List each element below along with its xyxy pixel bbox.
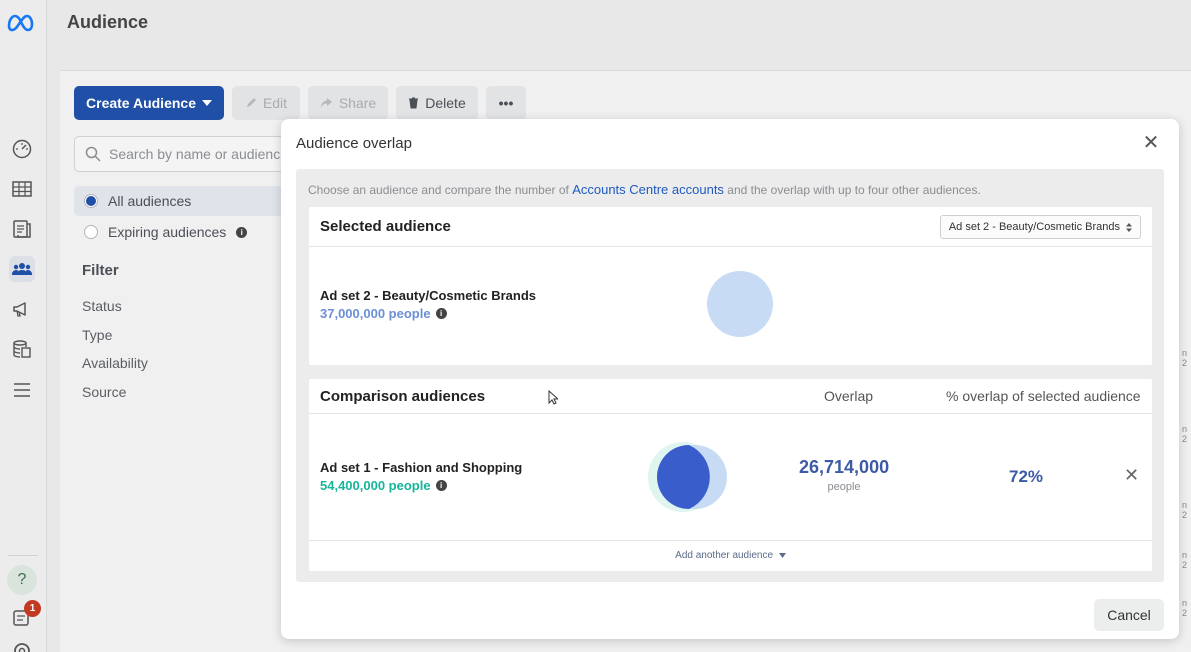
trash-icon	[409, 97, 419, 109]
accounts-centre-link[interactable]: Accounts Centre accounts	[572, 182, 724, 197]
pencil-icon	[246, 98, 256, 107]
notification-badge: 1	[24, 600, 41, 617]
edit-label: Edit	[262, 95, 288, 111]
comparison-audiences-card: Comparison audiences Overlap % overlap o…	[309, 379, 1152, 571]
info-icon[interactable]: i	[435, 308, 447, 319]
comparison-audience-name: Ad set 1 - Fashion and Shopping	[320, 460, 523, 475]
share-icon	[320, 98, 332, 108]
more-icon: •••	[498, 95, 514, 111]
audiences-icon[interactable]	[9, 256, 35, 282]
meta-logo[interactable]	[6, 12, 38, 32]
left-rail: ? 1	[0, 0, 47, 652]
cancel-button[interactable]: Cancel	[1094, 599, 1164, 631]
mouse-cursor-icon	[548, 390, 558, 405]
selected-audience-name: Ad set 2 - Beauty/Cosmetic Brands	[320, 288, 537, 303]
clipped-table-text: n 2	[1182, 500, 1188, 520]
caret-down-icon	[201, 100, 212, 106]
search-input[interactable]: Search by name or audience	[74, 136, 294, 172]
share-label: Share	[338, 95, 377, 111]
table-icon[interactable]	[9, 176, 35, 202]
pct-overlap-column-header: % overlap of selected audience	[946, 388, 1141, 404]
overlap-venn-diagram	[648, 442, 727, 512]
selected-audience-header: Selected audience Ad set 2 - Beauty/Cosm…	[309, 207, 1152, 247]
create-audience-button[interactable]: Create Audience	[74, 86, 224, 120]
remove-audience-icon[interactable]: ✕	[1124, 465, 1140, 485]
all-audiences-option[interactable]: All audiences	[74, 186, 284, 216]
comparison-audience-size: 54,400,000 people i	[320, 478, 447, 493]
expiring-audiences-label: Expiring audiences	[108, 224, 227, 240]
delete-button[interactable]: Delete	[396, 86, 478, 120]
clipped-table-text: n 2	[1182, 598, 1188, 618]
selected-audience-size-value: 37,000,000 people	[320, 306, 431, 321]
audience-overlap-dialog: Audience overlap ✕ Choose an audience an…	[281, 119, 1179, 639]
create-audience-label: Create Audience	[86, 95, 196, 111]
overlap-unit: people	[827, 481, 861, 493]
notifications-icon[interactable]	[9, 604, 35, 630]
dropdown-value: Ad set 2 - Beauty/Cosmetic Brands	[948, 221, 1120, 233]
filter-type[interactable]: Type	[82, 327, 113, 343]
dialog-body: Choose an audience and compare the numbe…	[296, 169, 1164, 582]
pages-icon[interactable]	[9, 216, 35, 242]
filter-title: Filter	[82, 262, 119, 279]
all-audiences-label: All audiences	[108, 193, 192, 209]
clipped-table-text: n 2	[1182, 348, 1188, 368]
megaphone-icon[interactable]	[9, 296, 35, 322]
overlap-percentage: 72%	[1009, 467, 1044, 486]
selected-audience-circle	[707, 271, 773, 337]
add-another-audience-label: Add another audience	[675, 550, 774, 561]
page-title: Audience	[67, 12, 149, 32]
search-placeholder: Search by name or audience	[109, 146, 288, 162]
dialog-title: Audience overlap	[296, 135, 412, 152]
radio-unselected[interactable]	[84, 225, 98, 239]
clipped-table-text: n 2	[1182, 424, 1188, 444]
info-icon[interactable]: i	[435, 480, 447, 491]
overlap-value: 26,714,000	[799, 457, 890, 477]
sort-caret-icon	[1126, 222, 1132, 232]
selected-audience-dropdown[interactable]: Ad set 2 - Beauty/Cosmetic Brands	[939, 215, 1141, 239]
filter-source[interactable]: Source	[82, 384, 127, 400]
selected-audience-heading: Selected audience	[320, 218, 451, 235]
menu-icon[interactable]	[9, 377, 35, 403]
dashboard-icon[interactable]	[9, 136, 35, 162]
filter-status[interactable]: Status	[82, 298, 122, 314]
radio-selected[interactable]	[84, 194, 98, 208]
description-text: Choose an audience and compare the numbe…	[308, 183, 569, 197]
share-button[interactable]: Share	[308, 86, 388, 120]
expiring-audiences-option[interactable]: Expiring audiences i	[74, 217, 284, 247]
clipped-table-text: n 2	[1182, 550, 1188, 570]
filter-availability[interactable]: Availability	[82, 355, 148, 371]
close-icon[interactable]: ✕	[1142, 132, 1160, 154]
selected-audience-size: 37,000,000 people i	[320, 306, 447, 321]
comparison-header: Comparison audiences Overlap % overlap o…	[309, 379, 1152, 414]
billing-icon[interactable]	[9, 336, 35, 362]
description-text-end: and the overlap with up to four other au…	[727, 183, 981, 197]
search-icon	[85, 146, 101, 162]
edit-button[interactable]: Edit	[232, 86, 300, 120]
add-another-audience-button[interactable]: Add another audience	[309, 540, 1152, 571]
settings-icon[interactable]	[9, 638, 35, 652]
delete-label: Delete	[425, 95, 466, 111]
info-icon[interactable]: i	[236, 226, 248, 238]
overlap-column-header: Overlap	[824, 388, 874, 404]
caret-down-icon	[778, 553, 786, 558]
comparison-heading: Comparison audiences	[320, 388, 486, 405]
more-options-button[interactable]: •••	[486, 86, 526, 120]
dialog-description: Choose an audience and compare the numbe…	[308, 182, 981, 197]
rail-divider	[8, 555, 38, 556]
comparison-audience-size-value: 54,400,000 people	[320, 478, 431, 493]
selected-audience-card: Selected audience Ad set 2 - Beauty/Cosm…	[309, 207, 1152, 365]
help-icon[interactable]: ?	[7, 565, 37, 595]
